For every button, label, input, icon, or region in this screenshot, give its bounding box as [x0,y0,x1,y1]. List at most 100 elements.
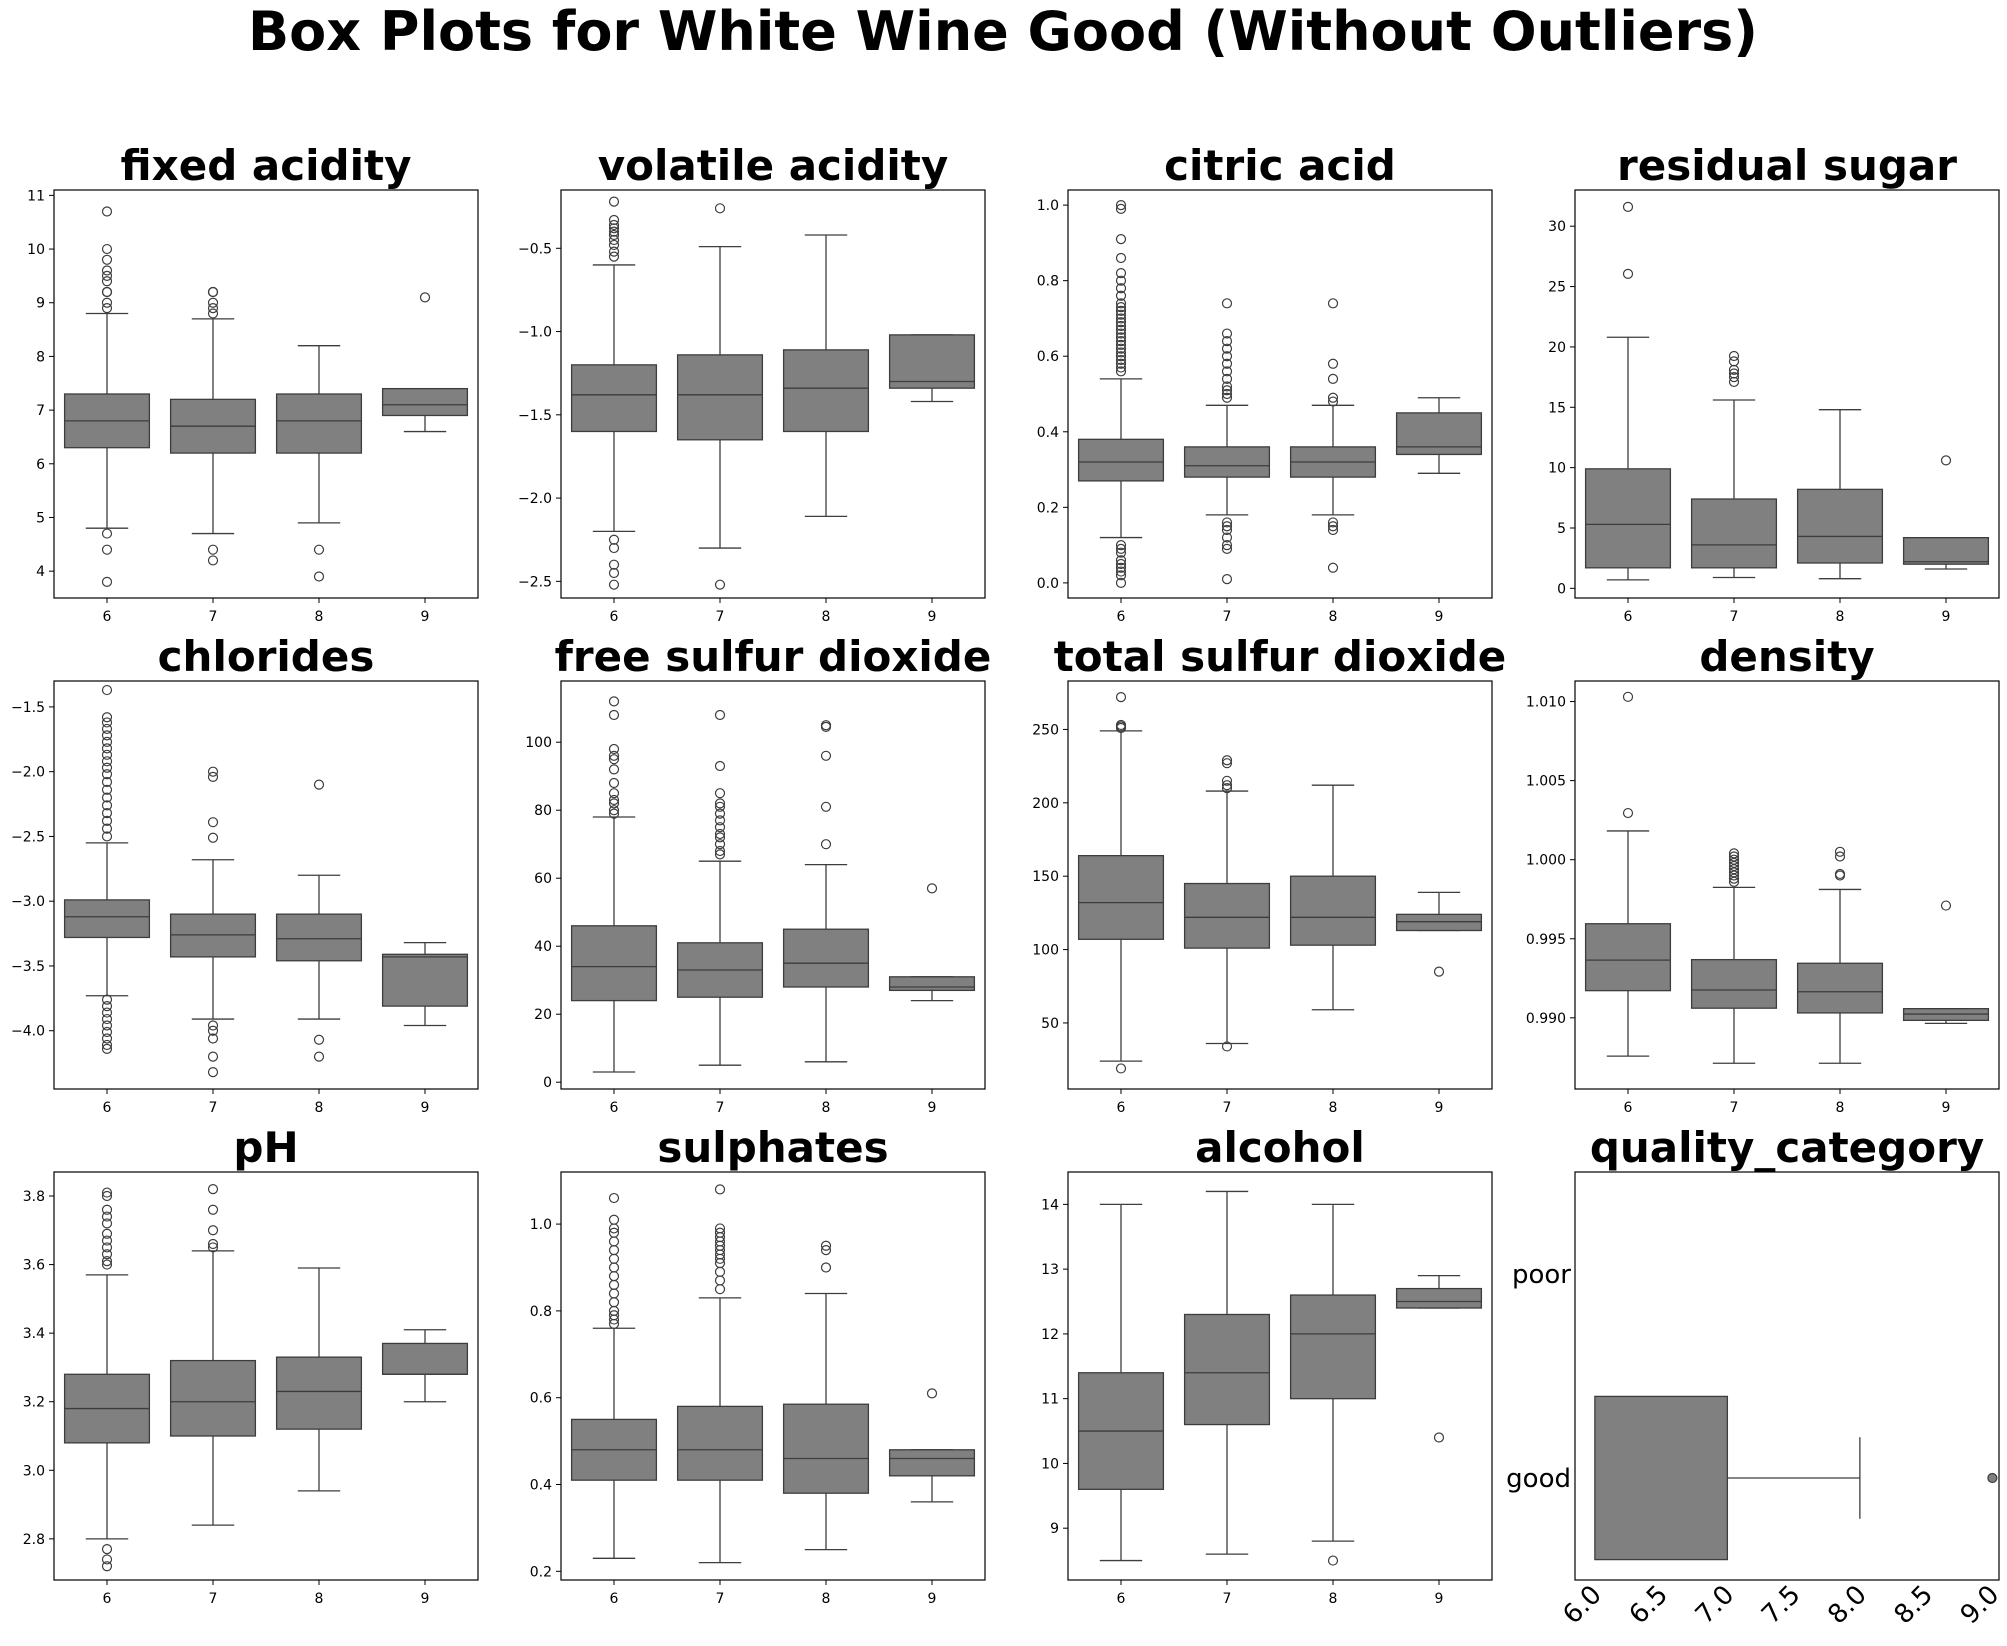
x-tick-label: 6 [103,1100,112,1116]
outlier-point [1221,517,1233,528]
outlier-point [714,822,726,833]
y-tick-label: 100 [525,735,552,751]
outlier-point [608,805,620,816]
outlier-point [608,234,620,246]
iqr-box [1796,488,1884,564]
axes-frame [560,680,986,1090]
outlier-point [1221,351,1233,362]
y-tick-label: −0.5 [518,241,552,257]
outlier-point [820,839,832,850]
iqr-box [888,1449,976,1477]
outlier-point [1115,351,1127,362]
outlier-point [1221,358,1233,369]
x-tick-label: 7 [209,1100,218,1116]
iqr-box [570,364,658,433]
x-tick-label: 8 [822,609,831,625]
outlier-point [1115,555,1127,566]
box-9 [1902,900,1990,1025]
y-tick-label: 1.0 [530,1217,552,1233]
outlier-point [1115,343,1127,354]
outlier-point [1221,343,1233,354]
x-tick-label: 6 [1117,609,1126,625]
box-9 [381,941,469,1027]
outlier-point [1115,324,1127,335]
outlier-point [608,696,620,707]
outlier-point [608,750,620,761]
subplot-chlorides: chlorides −4.0 −3.5 −3.0 −2.5 −2.0 −1.5 6 7 8 9 [11,632,479,1116]
iqr-box [275,393,363,454]
subplot-title: quality_category [1590,1123,1984,1172]
outlier-point [1115,1063,1127,1074]
outlier-point [1115,339,1127,350]
box-7 [676,1184,764,1564]
y-tick-label: −1.0 [518,325,552,341]
y-tick-label: 6 [36,457,45,473]
y-tick-label: 60 [534,871,552,887]
outlier-point [820,750,832,761]
outlier-point [608,709,620,721]
y-tick-label: 80 [534,803,552,819]
box-8 [1289,784,1377,1011]
outlier-point [101,1235,113,1246]
outlier-point [101,684,113,696]
axes-frame [1067,1171,1493,1581]
outlier-point [101,1033,113,1044]
outlier-point [101,528,113,539]
y-tick-label: 20 [1548,340,1566,356]
y-tick-label: poor [1512,1260,1571,1290]
outlier-point [101,270,113,281]
x-tick-label: 9 [1435,1591,1444,1607]
axes-frame [53,680,479,1090]
outlier-point [207,303,219,314]
outlier-point [608,567,620,579]
outlier-point [1115,290,1127,301]
box-8 [275,345,363,582]
outlier-point [1115,562,1127,573]
outlier-point [608,1318,620,1330]
outlier-point [101,1204,113,1215]
outlier-point [1115,558,1127,570]
iqr-box [1594,1395,1729,1561]
outlier-point [313,1051,325,1062]
outlier-point [1115,543,1127,554]
outlier-point [714,788,726,799]
box-7 [676,709,764,1066]
outlier-point [714,832,726,843]
subplot-density: density 0.990 0.995 1.000 1.005 1.010 6 7 8 9 [1526,632,2000,1116]
y-tick-label: 2.8 [23,1532,45,1548]
y-tick-label: 0.6 [530,1391,552,1407]
outlier-point [1115,692,1127,703]
axes-frame [1067,680,1493,1090]
outlier-point [1728,350,1740,362]
outlier-point [1728,870,1740,881]
outlier-point [101,1020,113,1031]
axes-frame [53,1171,479,1581]
outlier-point [608,764,620,775]
box-9 [381,292,469,433]
outlier-point [820,1245,832,1256]
outlier-point [714,1275,726,1286]
y-tick-label: 14 [1041,1197,1059,1213]
iqr-box [1183,882,1271,949]
outlier-point [207,771,219,782]
outlier-point [608,1279,620,1290]
outlier-point [207,766,219,777]
y-tick-label: 0 [543,1075,552,1091]
subplot-title: sulphates [657,1123,888,1172]
x-tick-label: 7 [1730,609,1739,625]
box-8 [782,720,870,1063]
outlier-point [101,769,113,780]
x-tick-label: 6 [103,1591,112,1607]
outlier-point [608,1314,620,1325]
outlier-point [608,579,620,590]
outlier-point [313,1034,325,1045]
y-tick-label: 0.0 [1037,576,1059,592]
figure-title: Box Plots for White Wine Good (Without O… [248,0,1758,63]
y-tick-label: −2.0 [11,765,45,781]
iqr-box [1395,913,1483,932]
outlier-point [101,303,113,314]
box-7 [1183,298,1271,585]
outlier-point [207,1020,219,1031]
outlier-point [101,762,113,773]
outlier-point [101,743,113,754]
